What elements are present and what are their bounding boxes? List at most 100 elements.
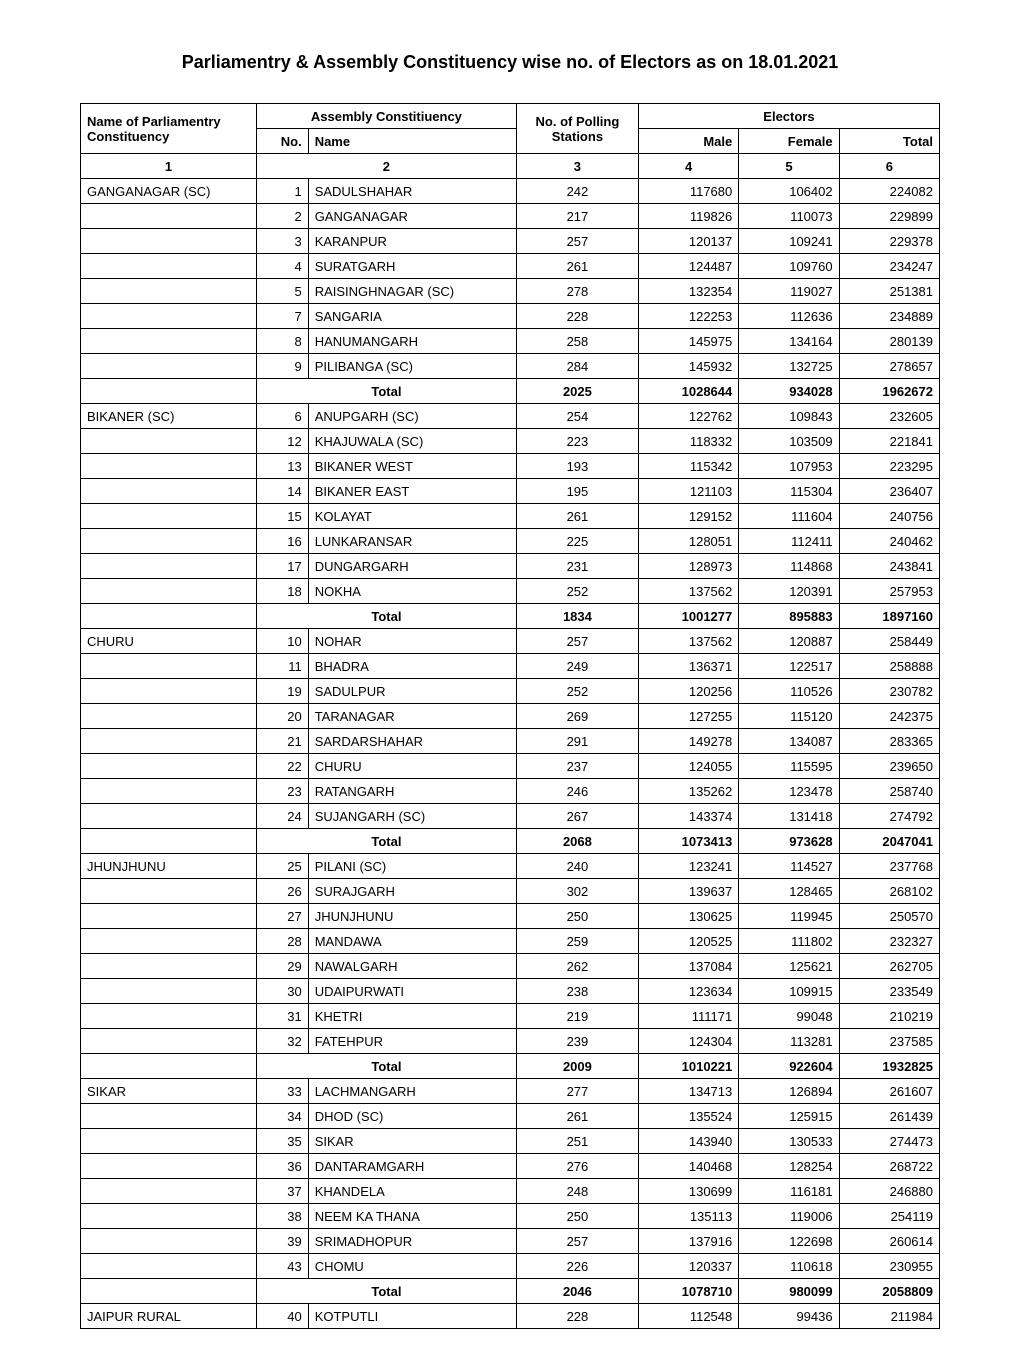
cell-total: 223295 xyxy=(839,454,939,479)
cell-no: 24 xyxy=(256,804,308,829)
cell-name: HANUMANGARH xyxy=(308,329,516,354)
total-row: Total200910102219226041932825 xyxy=(81,1054,940,1079)
table-row: 17DUNGARGARH231128973114868243841 xyxy=(81,554,940,579)
cell-parliamentary xyxy=(81,1204,257,1229)
cell-female: 126894 xyxy=(739,1079,839,1104)
cell-parliamentary xyxy=(81,554,257,579)
cell-name: TARANAGAR xyxy=(308,704,516,729)
cell-no: 10 xyxy=(256,629,308,654)
cell-total: 239650 xyxy=(839,754,939,779)
cell-female: 107953 xyxy=(739,454,839,479)
cell-parliamentary xyxy=(81,304,257,329)
cell-female: 103509 xyxy=(739,429,839,454)
cell-total: 229378 xyxy=(839,229,939,254)
total-male: 1078710 xyxy=(638,1279,738,1304)
cell-female: 120391 xyxy=(739,579,839,604)
table-row: 37KHANDELA248130699116181246880 xyxy=(81,1179,940,1204)
cell-female: 99048 xyxy=(739,1004,839,1029)
cell-name: BIKANER WEST xyxy=(308,454,516,479)
cell-no: 1 xyxy=(256,179,308,204)
cell-total: 268102 xyxy=(839,879,939,904)
total-row: Total206810734139736282047041 xyxy=(81,829,940,854)
cell-no: 22 xyxy=(256,754,308,779)
cell-total: 261439 xyxy=(839,1104,939,1129)
cell-no: 32 xyxy=(256,1029,308,1054)
cell-parliamentary xyxy=(81,1254,257,1279)
cell-no: 12 xyxy=(256,429,308,454)
cell-female: 115304 xyxy=(739,479,839,504)
cell-male: 130625 xyxy=(638,904,738,929)
cell-male: 132354 xyxy=(638,279,738,304)
table-row: SIKAR33LACHMANGARH277134713126894261607 xyxy=(81,1079,940,1104)
cell-name: PILANI (SC) xyxy=(308,854,516,879)
total-label: Total xyxy=(256,379,516,404)
cell-total: 237768 xyxy=(839,854,939,879)
cell-no: 38 xyxy=(256,1204,308,1229)
cell-total: 268722 xyxy=(839,1154,939,1179)
cell-polling: 246 xyxy=(516,779,638,804)
cell-no: 27 xyxy=(256,904,308,929)
page-title: Parliamentry & Assembly Constituency wis… xyxy=(80,52,940,73)
cell-parliamentary: CHURU xyxy=(81,629,257,654)
cell-no: 23 xyxy=(256,779,308,804)
cell-polling: 242 xyxy=(516,179,638,204)
table-row: 29NAWALGARH262137084125621262705 xyxy=(81,954,940,979)
cell-name: SANGARIA xyxy=(308,304,516,329)
cell-parliamentary: JHUNJHUNU xyxy=(81,854,257,879)
cell-no: 37 xyxy=(256,1179,308,1204)
cell-polling: 259 xyxy=(516,929,638,954)
cell-name: FATEHPUR xyxy=(308,1029,516,1054)
cell-name: SADULSHAHAR xyxy=(308,179,516,204)
cell-female: 112411 xyxy=(739,529,839,554)
cell-total: 280139 xyxy=(839,329,939,354)
table-row: 19SADULPUR252120256110526230782 xyxy=(81,679,940,704)
cell-parliamentary xyxy=(81,779,257,804)
total-row: Total204610787109800992058809 xyxy=(81,1279,940,1304)
cell-polling: 240 xyxy=(516,854,638,879)
total-male: 1010221 xyxy=(638,1054,738,1079)
cell-female: 111604 xyxy=(739,504,839,529)
cell-name: SARDARSHAHAR xyxy=(308,729,516,754)
cell-total: 230955 xyxy=(839,1254,939,1279)
cell-polling: 231 xyxy=(516,554,638,579)
table-row: 13BIKANER WEST193115342107953223295 xyxy=(81,454,940,479)
cell-name: BIKANER EAST xyxy=(308,479,516,504)
cell-parliamentary xyxy=(81,1104,257,1129)
cell-female: 119027 xyxy=(739,279,839,304)
cell-polling: 237 xyxy=(516,754,638,779)
cell-female: 128254 xyxy=(739,1154,839,1179)
cell-female: 115595 xyxy=(739,754,839,779)
table-row: 7SANGARIA228122253112636234889 xyxy=(81,304,940,329)
cell-name: DANTARAMGARH xyxy=(308,1154,516,1179)
cell-polling: 257 xyxy=(516,229,638,254)
table-row: 11BHADRA249136371122517258888 xyxy=(81,654,940,679)
cell-parliamentary xyxy=(81,1279,257,1304)
total-label: Total xyxy=(256,604,516,629)
cell-total: 236407 xyxy=(839,479,939,504)
table-row: 23RATANGARH246135262123478258740 xyxy=(81,779,940,804)
cell-total: 260614 xyxy=(839,1229,939,1254)
cell-parliamentary xyxy=(81,504,257,529)
total-total: 2058809 xyxy=(839,1279,939,1304)
cell-female: 119945 xyxy=(739,904,839,929)
table-row: 38NEEM KA THANA250135113119006254119 xyxy=(81,1204,940,1229)
total-label: Total xyxy=(256,1279,516,1304)
cell-total: 251381 xyxy=(839,279,939,304)
cell-no: 13 xyxy=(256,454,308,479)
cell-male: 115342 xyxy=(638,454,738,479)
cell-total: 210219 xyxy=(839,1004,939,1029)
cell-male: 140468 xyxy=(638,1154,738,1179)
cell-no: 20 xyxy=(256,704,308,729)
total-male: 1001277 xyxy=(638,604,738,629)
cell-name: DHOD (SC) xyxy=(308,1104,516,1129)
cell-name: PILIBANGA (SC) xyxy=(308,354,516,379)
cell-total: 278657 xyxy=(839,354,939,379)
cell-polling: 193 xyxy=(516,454,638,479)
cell-male: 149278 xyxy=(638,729,738,754)
cell-no: 29 xyxy=(256,954,308,979)
table-row: 5RAISINGHNAGAR (SC)278132354119027251381 xyxy=(81,279,940,304)
cell-no: 30 xyxy=(256,979,308,1004)
cell-no: 35 xyxy=(256,1129,308,1154)
cell-parliamentary xyxy=(81,279,257,304)
cell-polling: 251 xyxy=(516,1129,638,1154)
